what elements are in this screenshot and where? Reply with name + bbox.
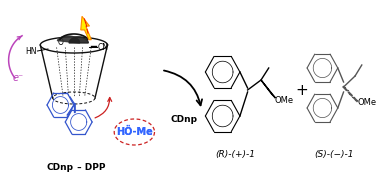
Polygon shape	[261, 80, 276, 98]
Text: CDnp: CDnp	[171, 115, 198, 124]
Text: HÖ-Me: HÖ-Me	[116, 127, 153, 137]
Polygon shape	[57, 36, 80, 43]
Text: O: O	[57, 37, 64, 47]
Text: CDnp: CDnp	[47, 163, 74, 173]
Text: e⁻: e⁻	[13, 73, 24, 83]
Polygon shape	[81, 16, 91, 40]
Text: HÖ-Me: HÖ-Me	[116, 127, 153, 137]
Text: OMe: OMe	[274, 96, 294, 105]
Text: CN: CN	[98, 42, 109, 52]
Text: (R)-(+)-1: (R)-(+)-1	[215, 151, 255, 159]
Text: (S)-(−)-1: (S)-(−)-1	[314, 151, 354, 159]
Polygon shape	[69, 37, 88, 43]
Text: +: +	[295, 83, 308, 98]
Text: HN: HN	[25, 47, 36, 55]
Text: – DPP: – DPP	[74, 163, 105, 173]
Text: OMe: OMe	[358, 98, 377, 107]
